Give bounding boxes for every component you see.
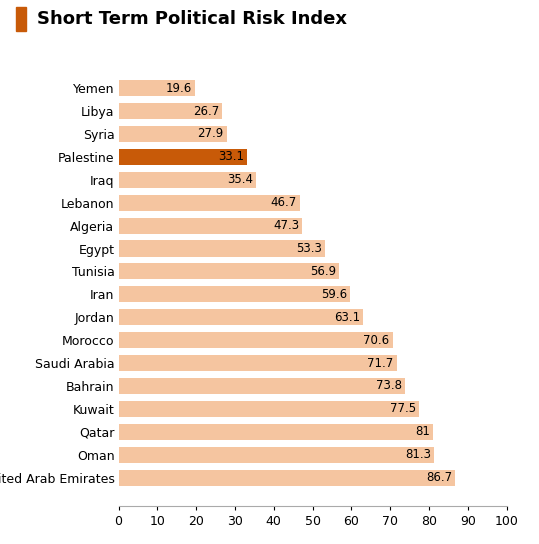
Text: 63.1: 63.1 (334, 311, 361, 324)
Bar (119, 332, 392, 348)
Bar (119, 309, 363, 325)
Text: 81: 81 (415, 425, 430, 438)
Text: 26.7: 26.7 (193, 104, 219, 118)
Bar (119, 126, 227, 142)
Text: Short Term Political Risk Index: Short Term Political Risk Index (37, 10, 347, 28)
Bar (119, 195, 300, 211)
Text: 46.7: 46.7 (271, 196, 296, 209)
Bar (119, 263, 340, 280)
Text: 71.7: 71.7 (368, 356, 393, 369)
Text: 70.6: 70.6 (363, 333, 390, 347)
Bar (119, 80, 195, 96)
Text: 35.4: 35.4 (227, 174, 253, 186)
Bar (119, 469, 455, 486)
Bar (119, 355, 397, 371)
Bar (119, 424, 433, 440)
Text: 56.9: 56.9 (310, 265, 336, 278)
Bar (119, 447, 434, 463)
Text: 47.3: 47.3 (273, 219, 299, 232)
Bar (119, 149, 247, 165)
Bar (119, 286, 350, 302)
Bar (119, 218, 302, 233)
Bar (119, 378, 405, 394)
Bar (119, 240, 326, 257)
Bar (119, 401, 419, 417)
Text: 27.9: 27.9 (197, 127, 224, 140)
Bar (119, 172, 256, 188)
Text: 19.6: 19.6 (165, 82, 191, 95)
Text: 86.7: 86.7 (426, 471, 452, 484)
Text: 33.1: 33.1 (218, 150, 244, 163)
Text: 77.5: 77.5 (390, 403, 416, 416)
Text: 53.3: 53.3 (296, 242, 322, 255)
Text: 59.6: 59.6 (321, 288, 347, 301)
Text: 81.3: 81.3 (405, 448, 431, 461)
Bar (119, 103, 222, 119)
Text: 73.8: 73.8 (376, 380, 402, 392)
